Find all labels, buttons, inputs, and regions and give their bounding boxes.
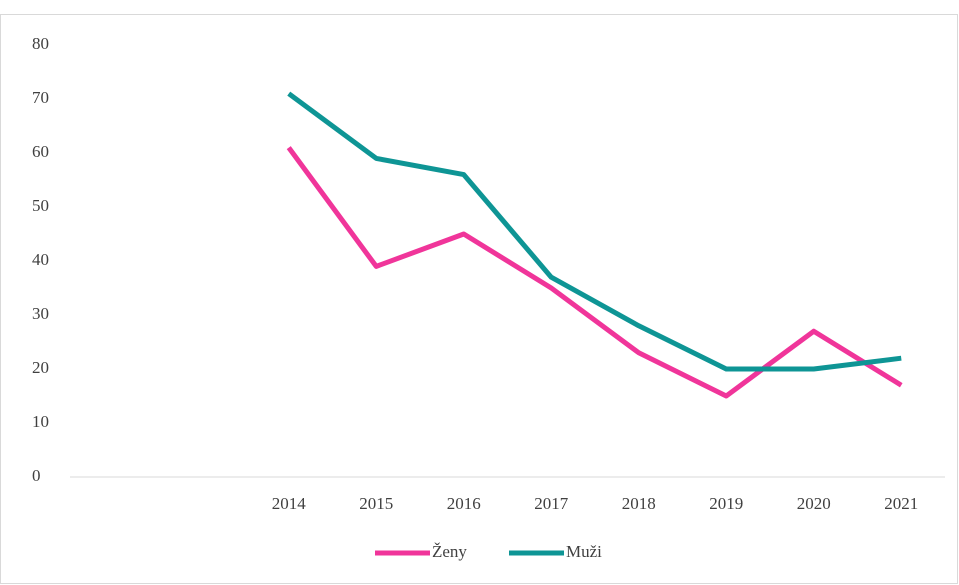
x-tick-label: 2021 <box>884 494 918 513</box>
legend-label: Ženy <box>432 542 467 561</box>
y-tick-label: 50 <box>32 196 49 215</box>
y-tick-label: 70 <box>32 88 49 107</box>
y-tick-label: 40 <box>32 250 49 269</box>
x-tick-label: 2020 <box>797 494 831 513</box>
y-tick-label: 10 <box>32 412 49 431</box>
y-tick-label: 20 <box>32 358 49 377</box>
x-tick-label: 2014 <box>272 494 307 513</box>
x-tick-label: 2018 <box>622 494 656 513</box>
y-tick-label: 80 <box>32 34 49 53</box>
x-tick-label: 2015 <box>359 494 393 513</box>
chart-frame <box>0 14 958 584</box>
x-tick-label: 2019 <box>709 494 743 513</box>
y-tick-label: 30 <box>32 304 49 323</box>
y-tick-label: 60 <box>32 142 49 161</box>
x-tick-label: 2016 <box>447 494 481 513</box>
legend-label: Muži <box>566 542 602 561</box>
x-tick-label: 2017 <box>534 494 569 513</box>
series-line <box>286 146 903 399</box>
y-tick-label: 0 <box>32 466 41 485</box>
series-line <box>287 91 902 372</box>
